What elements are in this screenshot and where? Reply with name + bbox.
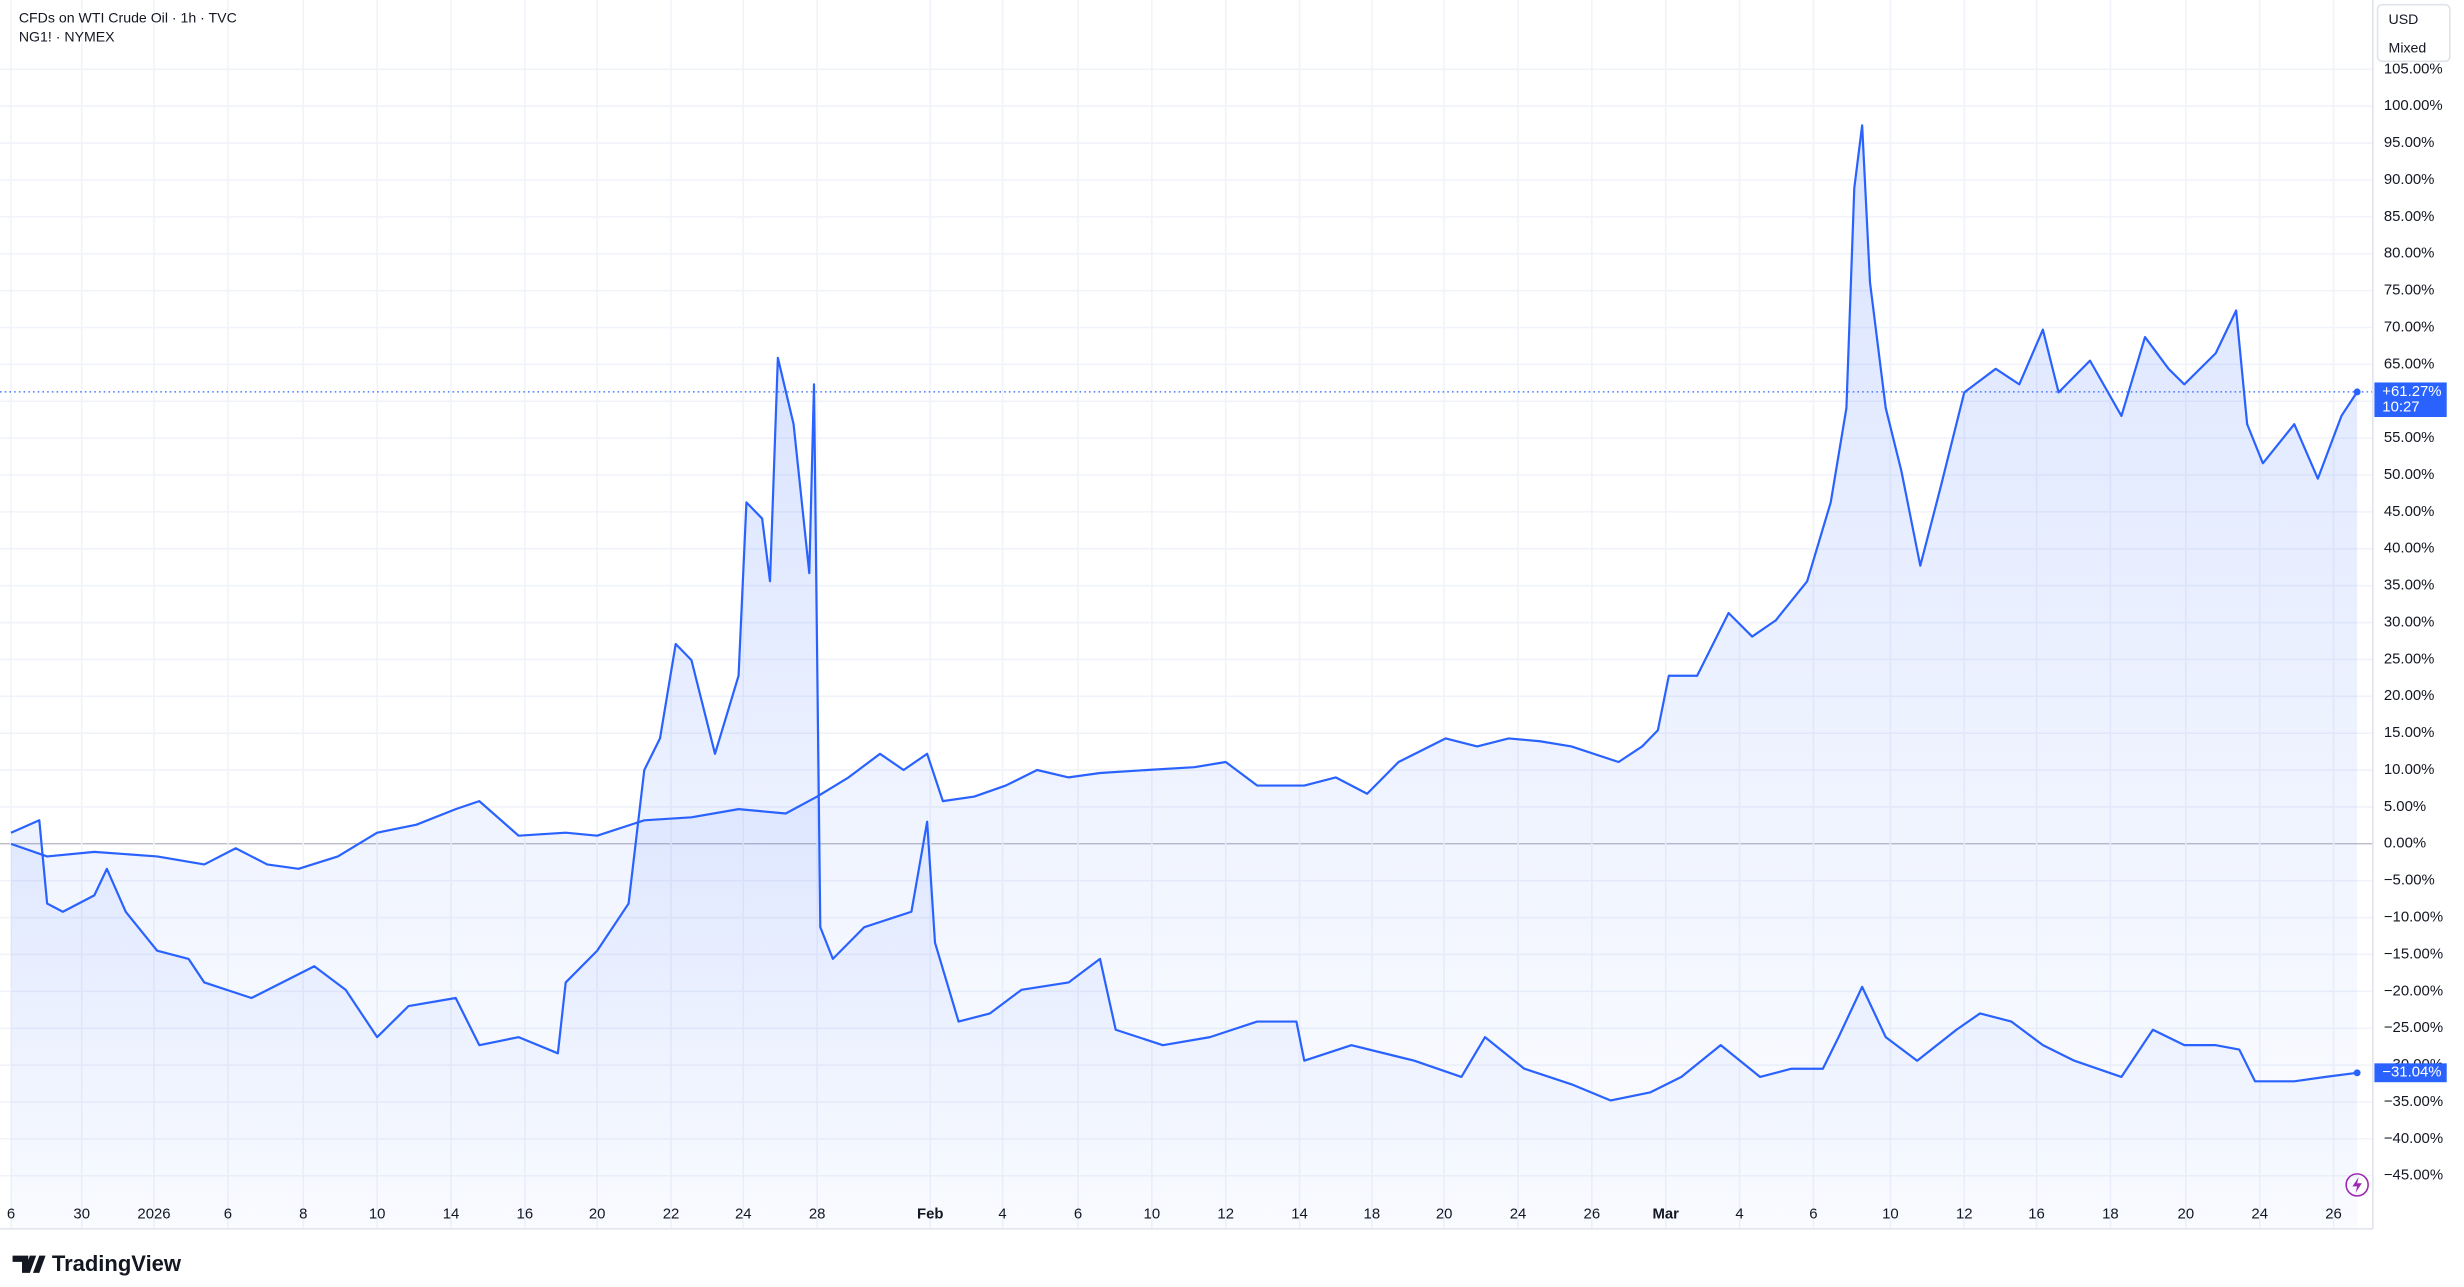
currency[interactable]: USD (2389, 11, 2419, 27)
area-fill (11, 357, 2358, 1229)
lightning-icon[interactable] (2345, 1173, 2369, 1197)
x-tick-label: 16 (517, 1206, 534, 1223)
x-tick-label: 22 (663, 1206, 680, 1223)
x-tick-label: 26 (2325, 1206, 2342, 1223)
x-tick-label: 18 (2102, 1206, 2119, 1223)
y-tick-label: 35.00% (2384, 577, 2435, 594)
price-label-box (2374, 1063, 2447, 1083)
brand-logo[interactable]: TradingView (12, 1251, 182, 1276)
y-tick-label: 95.00% (2384, 134, 2435, 151)
y-tick-label: 20.00% (2384, 687, 2435, 704)
y-tick-label: 70.00% (2384, 318, 2435, 335)
plot-area (0, 124, 2373, 1229)
x-tick-label: 6 (1074, 1206, 1082, 1223)
last-point (2353, 1069, 2361, 1077)
y-tick-label: 10.00% (2384, 761, 2435, 778)
x-tick-label: 26 (1584, 1206, 1601, 1223)
y-tick-label: 30.00% (2384, 613, 2435, 630)
y-tick-label: 5.00% (2384, 798, 2426, 815)
x-tick-label: 28 (809, 1206, 826, 1223)
y-tick-label: −20.00% (2384, 982, 2443, 999)
legend-entry: NG1! · NYMEX (19, 28, 115, 44)
y-tick-label: 105.00% (2384, 60, 2443, 77)
x-tick-label: 20 (2178, 1206, 2195, 1223)
y-tick-label: 65.00% (2384, 355, 2435, 372)
y-tick-label: −10.00% (2384, 909, 2443, 926)
x-tick-label: 24 (735, 1206, 752, 1223)
x-tick-label: 24 (1510, 1206, 1527, 1223)
y-tick-label: 0.00% (2384, 835, 2426, 852)
y-tick-label: −25.00% (2384, 1019, 2443, 1036)
y-tick-label: 25.00% (2384, 650, 2435, 667)
series-line (10, 356, 2358, 1102)
x-tick-label: Feb (917, 1206, 944, 1223)
y-tick-label: 75.00% (2384, 282, 2435, 299)
x-tick-label: 30 (73, 1206, 90, 1223)
x-tick-label: 10 (1882, 1206, 1899, 1223)
scale-mode[interactable]: Mixed (2389, 39, 2427, 55)
scale-box (2376, 3, 2451, 63)
y-tick-label: 45.00% (2384, 503, 2435, 520)
series-line (10, 124, 2359, 870)
x-tick-label: 12 (1956, 1206, 1973, 1223)
y-tick-label: −45.00% (2384, 1167, 2443, 1184)
y-tick-label: 100.00% (2384, 97, 2443, 114)
x-tick-label: 6 (7, 1206, 15, 1223)
x-tick-label: 2026 (137, 1206, 170, 1223)
y-tick-label: −35.00% (2384, 1093, 2443, 1110)
x-tick-label: 8 (299, 1206, 307, 1223)
y-tick-label: 85.00% (2384, 208, 2435, 225)
y-tick-label: 80.00% (2384, 245, 2435, 262)
price-label: +61.27% (2382, 383, 2441, 400)
x-tick-label: 24 (2251, 1206, 2268, 1223)
x-tick-label: 6 (224, 1206, 232, 1223)
x-tick-label: 16 (2028, 1206, 2045, 1223)
x-tick-label: 14 (1291, 1206, 1308, 1223)
x-tick-label: 10 (1144, 1206, 1161, 1223)
legend-entry: CFDs on WTI Crude Oil · 1h · TVC (19, 10, 237, 26)
x-tick-label: Mar (1652, 1206, 1679, 1223)
x-tick-label: 14 (443, 1206, 460, 1223)
x-tick-label: 4 (1735, 1206, 1743, 1223)
brand-name[interactable]: TradingView (52, 1251, 182, 1276)
y-tick-label: −15.00% (2384, 945, 2443, 962)
x-tick-label: 12 (1217, 1206, 1234, 1223)
x-tick-label: 20 (1436, 1206, 1453, 1223)
x-tick-label: 4 (998, 1206, 1006, 1223)
price-label-box (2374, 382, 2447, 418)
y-tick-label: 15.00% (2384, 724, 2435, 741)
y-tick-label: 55.00% (2384, 429, 2435, 446)
x-tick-label: 18 (1364, 1206, 1381, 1223)
y-tick-label: 90.00% (2384, 171, 2435, 188)
x-tick-label: 10 (369, 1206, 386, 1223)
x-tick-label: 20 (589, 1206, 606, 1223)
y-tick-label: −5.00% (2384, 872, 2435, 889)
countdown: 10:27 (2382, 399, 2419, 416)
x-tick-label: 6 (1809, 1206, 1817, 1223)
y-tick-label: 50.00% (2384, 466, 2435, 483)
y-tick-label: 40.00% (2384, 540, 2435, 557)
y-tick-label: −40.00% (2384, 1130, 2443, 1147)
price-label: −31.04% (2382, 1064, 2441, 1081)
